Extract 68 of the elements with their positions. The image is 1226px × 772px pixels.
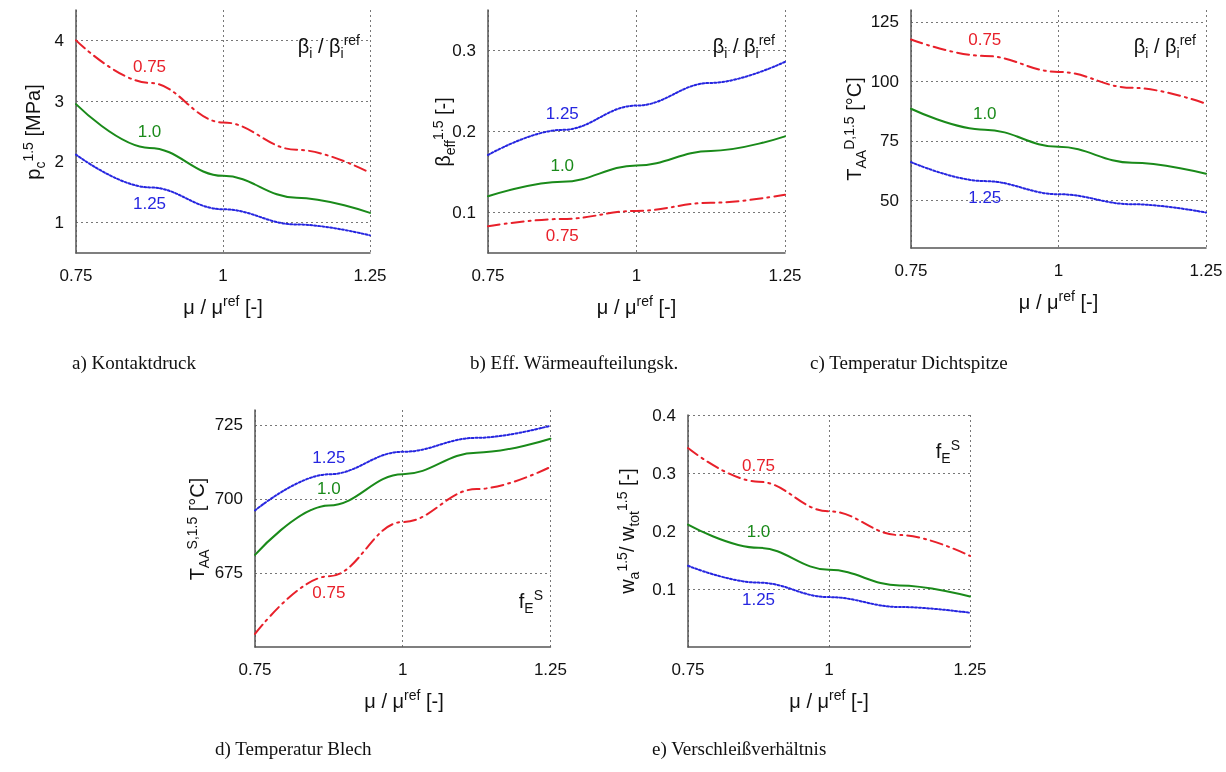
- text: b) Eff. Wärmeaufteilungsk.: [470, 352, 679, 374]
- x-tick-label: 1: [397, 660, 408, 679]
- y-tick-label: 0.3: [452, 41, 476, 60]
- x-tick-label: 0.75: [238, 660, 272, 679]
- series-label: 1.25: [741, 589, 776, 609]
- y-tick-label: 4: [54, 30, 64, 50]
- y-tick-label: 125: [870, 12, 899, 32]
- y-tick-label: 675: [214, 563, 243, 583]
- series-label: 1.0: [746, 521, 771, 541]
- line-series: [254, 424, 552, 512]
- series-label: 1.0: [972, 103, 997, 123]
- x-tick-label: 1: [631, 266, 642, 285]
- line-series: [487, 135, 786, 198]
- y-tick-label: 0.1: [652, 579, 676, 599]
- line-series: [910, 161, 1207, 214]
- y-tick-label: 1: [54, 213, 64, 233]
- x-tick-label: 1: [1053, 261, 1064, 280]
- x-tick-label: 1.25: [533, 660, 567, 679]
- x-tick-label: 0.75: [894, 261, 928, 280]
- x-tick-label: 1.25: [953, 660, 987, 679]
- x-axis-title: μ / μ$^{ref}$ [-]: [1018, 288, 1099, 314]
- line-series: [75, 103, 371, 214]
- y-tick-label: 0.4: [652, 405, 676, 425]
- y-tick-label: 2: [54, 152, 64, 172]
- series-label: 0.75: [968, 29, 1002, 49]
- x-axis-title: μ / μ$^{ref}$ [-]: [789, 687, 869, 713]
- y-tick-label: 3: [54, 91, 64, 111]
- line-series: [254, 465, 552, 635]
- x-tick-label: 1.25: [353, 266, 387, 285]
- y-tick-label: 0.2: [452, 122, 476, 141]
- line-series: [687, 564, 971, 614]
- y-tick-label: 0.2: [652, 521, 676, 541]
- y-tick-label: 0.1: [452, 203, 476, 222]
- y-tick-label: 725: [214, 415, 243, 435]
- line-series: [254, 437, 552, 556]
- y-tick-label: 0.3: [652, 463, 676, 483]
- x-tick-label: 0.75: [59, 266, 93, 285]
- y-tick-label: 100: [870, 71, 899, 91]
- line-series: [75, 153, 371, 237]
- series-label: 1.0: [317, 479, 341, 499]
- series-label: 0.75: [545, 225, 579, 245]
- line-series: [487, 193, 786, 228]
- y-tick-label: 75: [880, 131, 899, 151]
- x-tick-label: 1: [824, 660, 834, 679]
- x-axis-title: μ / μ$^{ref}$ [-]: [596, 293, 677, 319]
- x-tick-label: 0.75: [671, 660, 705, 679]
- series-label: 1.25: [312, 448, 346, 468]
- x-tick-label: 1.25: [768, 266, 802, 285]
- text: c) Temperatur Dichtspitze: [810, 352, 1008, 374]
- series-label: 1.0: [137, 121, 162, 141]
- series-label: 0.75: [132, 56, 167, 76]
- line-series: [910, 107, 1207, 175]
- text: e) Verschleißverhältnis: [652, 738, 827, 760]
- text: d) Temperatur Blech: [215, 738, 372, 760]
- y-tick-label: 50: [880, 190, 899, 210]
- series-label: 0.75: [312, 583, 346, 603]
- series-label: 1.0: [550, 155, 575, 175]
- line-series: [487, 60, 786, 156]
- x-tick-label: 1.25: [1189, 261, 1223, 280]
- series-label: 1.25: [132, 194, 167, 214]
- y-tick-label: 700: [214, 489, 243, 509]
- x-tick-label: 0.75: [471, 266, 505, 285]
- x-axis-title: μ / μ$^{ref}$ [-]: [183, 293, 263, 319]
- series-label: 1.25: [968, 188, 1002, 208]
- series-label: 1.25: [545, 103, 579, 123]
- x-axis-title: μ / μ$^{ref}$ [-]: [364, 687, 444, 713]
- text: a) Kontaktdruck: [72, 352, 196, 374]
- series-label: 0.75: [741, 455, 776, 475]
